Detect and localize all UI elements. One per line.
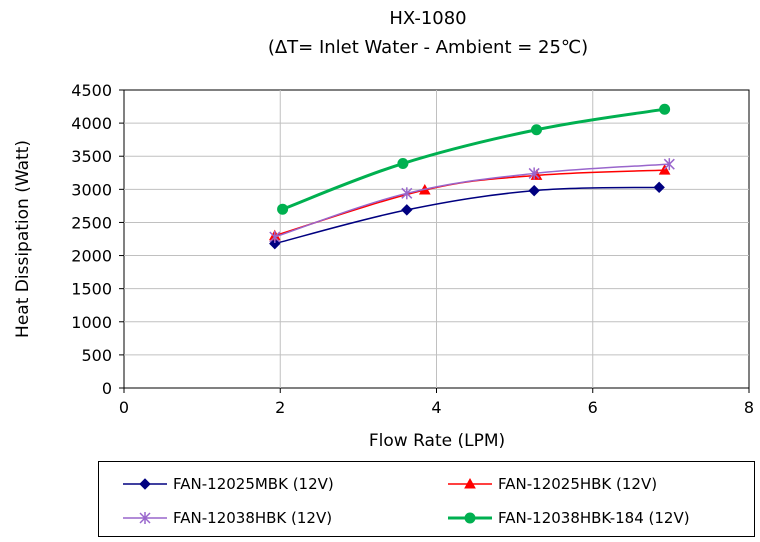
legend-swatch-asterisk xyxy=(123,512,167,524)
y-tick-label: 500 xyxy=(81,346,112,365)
chart-title: HX-1080 xyxy=(389,8,466,29)
y-tick-label: 4000 xyxy=(71,114,112,133)
data-point-circle xyxy=(464,512,476,524)
legend: FAN-12025MBK (12V) FAN-12025HBK (12V) FA… xyxy=(98,461,755,537)
data-point-asterisk xyxy=(401,187,413,200)
legend-label: FAN-12025MBK (12V) xyxy=(173,475,334,493)
legend-swatch-circle xyxy=(448,512,492,524)
data-point-diamond xyxy=(528,184,540,197)
series-line xyxy=(274,186,660,245)
y-tick-label: 1500 xyxy=(71,280,112,299)
data-point-asterisk xyxy=(528,167,540,180)
y-tick-label: 4500 xyxy=(71,81,112,100)
y-tick-label: 2500 xyxy=(71,213,112,232)
x-tick-label: 0 xyxy=(119,398,129,417)
legend-swatch-diamond xyxy=(123,478,167,490)
data-point-asterisk xyxy=(139,512,151,524)
data-point-diamond xyxy=(653,181,665,194)
y-axis-ticks: 0 500 1000 1500 2000 2500 3000 3500 4000 4500 xyxy=(71,81,124,398)
data-point-asterisk xyxy=(269,231,281,244)
legend-label: FAN-12038HBK (12V) xyxy=(173,509,333,527)
x-axis-ticks: 0 2 4 6 8 xyxy=(119,388,754,417)
legend-item-fan-12038hbk-184: FAN-12038HBK-184 (12V) xyxy=(446,506,690,530)
series-line xyxy=(282,107,665,211)
data-point-asterisk xyxy=(663,158,675,171)
y-tick-label: 1000 xyxy=(71,313,112,332)
x-tick-label: 4 xyxy=(431,398,441,417)
y-tick-label: 0 xyxy=(102,379,112,398)
x-tick-label: 8 xyxy=(744,398,754,417)
y-tick-label: 2000 xyxy=(71,247,112,266)
x-tick-label: 2 xyxy=(275,398,285,417)
legend-item-fan-12038hbk: FAN-12038HBK (12V) xyxy=(121,506,332,530)
series-2 xyxy=(269,158,675,244)
legend-label: FAN-12038HBK-184 (12V) xyxy=(498,509,690,527)
data-point-triangle xyxy=(464,477,476,489)
x-tick-label: 6 xyxy=(588,398,598,417)
legend-label: FAN-12025HBK (12V) xyxy=(498,475,658,493)
legend-item-fan-12025hbk: FAN-12025HBK (12V) xyxy=(446,472,657,496)
data-point-circle xyxy=(397,158,409,170)
data-point-diamond xyxy=(401,204,413,216)
series-0 xyxy=(269,181,665,250)
y-axis-title: Heat Dissipation (Watt) xyxy=(13,140,33,338)
y-tick-label: 3500 xyxy=(71,147,112,166)
gridlines xyxy=(124,90,749,388)
data-point-triangle xyxy=(658,164,671,175)
series-3 xyxy=(277,103,671,215)
y-tick-label: 3000 xyxy=(71,180,112,199)
data-point-circle xyxy=(659,103,671,115)
legend-item-fan-12025mbk: FAN-12025MBK (12V) xyxy=(121,472,334,496)
data-point-diamond xyxy=(269,237,281,250)
x-axis-title: Flow Rate (LPM) xyxy=(369,431,505,451)
chart-subtitle: (ΔT= Inlet Water - Ambient = 25℃) xyxy=(268,37,588,58)
data-point-diamond xyxy=(139,478,151,490)
data-point-circle xyxy=(277,203,289,215)
series-line xyxy=(274,163,670,238)
series-group xyxy=(268,103,675,250)
legend-swatch-triangle xyxy=(448,477,492,489)
data-point-circle xyxy=(531,124,542,136)
